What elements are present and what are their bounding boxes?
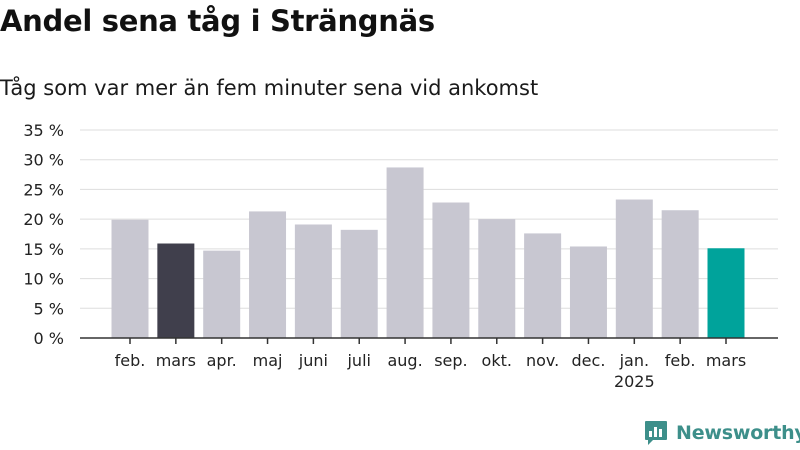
y-tick-label: 5 % (34, 299, 64, 318)
bar (294, 224, 332, 338)
x-tick-label: apr. (207, 351, 237, 370)
bar (111, 219, 149, 338)
x-tick-label: nov. (526, 351, 559, 370)
bar (524, 233, 562, 338)
x-tick-label: feb. (665, 351, 696, 370)
newsworthy-brand: Newsworthy (644, 420, 800, 446)
x-tick-label: juli (346, 351, 370, 370)
x-tick-label: mars (156, 351, 196, 370)
y-tick-label: 10 % (23, 270, 64, 289)
y-tick-label: 0 % (34, 329, 64, 348)
chart-title: Andel sena tåg i Strängnäs (0, 4, 435, 38)
bar (615, 199, 653, 338)
bar-chart: 0 %5 %10 %15 %20 %25 %30 %35 % feb. mars a… (23, 121, 778, 391)
bar (478, 219, 516, 338)
y-tick-label: 30 % (23, 151, 64, 170)
y-axis-tick-labels: 0 % 5 % 10 % 15 % 20 % 25 % 30 % 35 % (23, 121, 64, 348)
x-tick-label: dec. (572, 351, 606, 370)
bar (340, 229, 378, 338)
bar (249, 211, 287, 338)
newsworthy-logo-icon (645, 421, 667, 445)
bar (203, 250, 241, 338)
y-tick-label: 35 % (23, 121, 64, 140)
x-tick-label: jan. (619, 351, 649, 370)
x-axis (80, 337, 778, 344)
x-tick-label: juni (298, 351, 328, 370)
bar (661, 210, 699, 338)
x-tick-label: feb. (115, 351, 146, 370)
bars (111, 167, 745, 338)
bar (569, 246, 607, 338)
gridlines (80, 129, 778, 309)
chart-subtitle: Tåg som var mer än fem minuter sena vid … (0, 76, 539, 100)
bar (157, 243, 195, 338)
bar (386, 167, 424, 338)
x-tick-year-label: 2025 (614, 372, 655, 391)
bar (707, 248, 745, 338)
y-tick-label: 15 % (23, 240, 64, 259)
brand-name: Newsworthy (676, 422, 800, 444)
x-tick-label: mars (706, 351, 746, 370)
x-tick-label: aug. (387, 351, 422, 370)
x-tick-label: maj (253, 351, 283, 370)
y-tick-label: 20 % (23, 210, 64, 229)
bar (432, 202, 470, 338)
x-axis-tick-labels: feb. mars apr. maj juni juli aug. sep. okt. nov. d… (115, 351, 747, 391)
x-tick-label: sep. (434, 351, 467, 370)
x-tick-label: okt. (482, 351, 512, 370)
y-tick-label: 25 % (23, 180, 64, 199)
